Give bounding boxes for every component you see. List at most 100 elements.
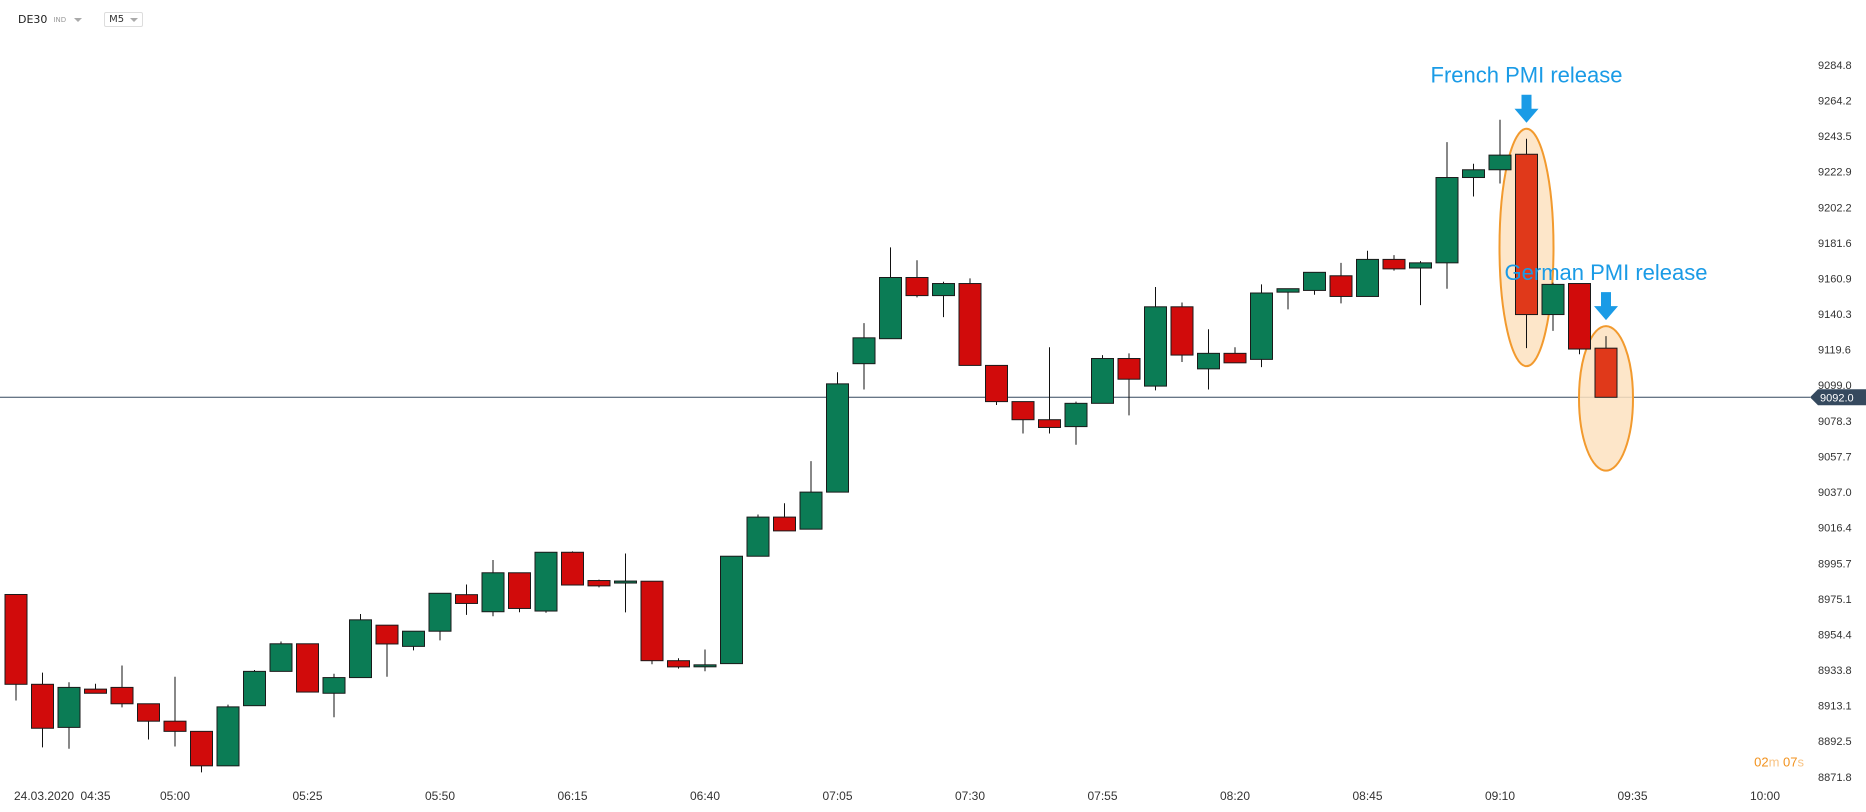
x-tick-label: 06:40: [690, 789, 720, 803]
symbol-selector[interactable]: DE30 IND: [18, 13, 83, 26]
y-tick-label: 8933.8: [1818, 665, 1852, 677]
y-tick-label: 9160.9: [1818, 274, 1852, 286]
y-tick-label: 9243.5: [1818, 131, 1852, 143]
x-tick-label: 07:05: [822, 789, 852, 803]
bearish-candle: [1170, 306, 1194, 356]
x-tick-label: 06:15: [557, 789, 587, 803]
bullish-candle: [1144, 306, 1167, 387]
y-tick-label: 9264.2: [1818, 95, 1852, 107]
bullish-candle: [1064, 402, 1088, 428]
bearish-candle: [1223, 352, 1247, 364]
bullish-candle: [1541, 283, 1565, 316]
bullish-candle: [879, 276, 902, 340]
bearish-candle: [110, 686, 134, 705]
bullish-candle: [1276, 288, 1300, 293]
symbol-type: IND: [53, 15, 67, 24]
x-tick-label: 10:00: [1750, 789, 1780, 803]
chart-toolbar: DE30 IND M5: [18, 12, 144, 27]
bearish-candle: [375, 624, 399, 645]
x-tick-label: 09:10: [1485, 789, 1515, 803]
x-tick-label: 05:25: [292, 789, 322, 803]
chevron-down-icon: [74, 17, 83, 22]
x-tick-label: 07:30: [955, 789, 985, 803]
bullish-candle: [216, 706, 240, 767]
x-tick-label: 04:35: [80, 789, 110, 803]
y-tick-label: 8892.5: [1818, 736, 1852, 748]
bullish-candle: [57, 686, 81, 728]
x-tick-label: 08:20: [1220, 789, 1250, 803]
current-price-value: 9092.0: [1820, 392, 1854, 404]
bearish-candle: [905, 276, 929, 297]
bearish-candle: [587, 580, 611, 587]
bullish-candle: [402, 630, 425, 647]
bullish-candle: [1435, 177, 1459, 264]
bearish-candle: [455, 594, 478, 604]
symbol-name: DE30: [18, 13, 48, 26]
bearish-candle: [296, 643, 319, 693]
bullish-candle: [799, 491, 823, 530]
bearish-candle: [1329, 275, 1353, 297]
y-tick-label: 9057.7: [1818, 451, 1852, 463]
bearish-candle: [1117, 358, 1141, 380]
timeframe-selector[interactable]: M5: [104, 12, 144, 27]
bearish-candle: [508, 572, 531, 609]
bearish-candle: [640, 580, 664, 662]
bearish-candle: [137, 703, 160, 722]
bullish-candle: [322, 677, 346, 694]
y-tick-label: 8954.4: [1818, 629, 1852, 641]
y-tick-label: 8975.1: [1818, 594, 1852, 606]
bearish-candle: [1011, 401, 1035, 421]
x-tick-label: 05:50: [425, 789, 455, 803]
bullish-candle: [1250, 292, 1273, 360]
arrow-down-icon: [1594, 292, 1618, 321]
bullish-candle: [243, 670, 266, 707]
bearish-candle: [84, 688, 107, 694]
bullish-candle: [481, 572, 505, 613]
bearish-candle: [1382, 258, 1406, 270]
y-tick-label: 9119.6: [1818, 345, 1851, 357]
x-tick-label: 05:00: [160, 789, 190, 803]
y-tick-label: 9222.9: [1818, 167, 1852, 179]
y-tick-label: 9284.8: [1818, 60, 1852, 72]
bullish-candle: [1197, 352, 1220, 370]
y-tick-label: 9140.3: [1818, 309, 1852, 321]
annotation-label: German PMI release: [1505, 260, 1708, 285]
y-tick-label: 9202.2: [1818, 202, 1852, 214]
y-tick-label: 9016.4: [1818, 523, 1852, 535]
bearish-candle: [163, 720, 187, 732]
bullish-candle: [1091, 358, 1114, 404]
bearish-candle: [4, 593, 28, 685]
x-tick-label: 08:45: [1352, 789, 1382, 803]
arrow-down-icon: [1514, 94, 1539, 123]
timeframe-label: M5: [109, 14, 125, 25]
x-tick-label: 24.03.2020: [14, 789, 74, 803]
candle-countdown: 02m 07s: [1754, 755, 1804, 770]
bearish-candle: [773, 516, 796, 532]
y-tick-label: 8913.1: [1818, 701, 1852, 713]
x-tick-label: 07:55: [1087, 789, 1117, 803]
bullish-candle: [932, 283, 955, 297]
current-price-badge: [1810, 389, 1866, 406]
y-tick-label: 9181.6: [1818, 238, 1852, 250]
y-tick-label: 8871.8: [1818, 772, 1852, 784]
bearish-candle: [1594, 347, 1618, 398]
bullish-candle: [349, 619, 372, 679]
bearish-candle: [561, 551, 584, 586]
bearish-candle: [1568, 283, 1591, 350]
bullish-candle: [720, 555, 743, 665]
y-tick-label: 9078.3: [1818, 416, 1852, 428]
annotation-label: French PMI release: [1431, 63, 1623, 88]
y-tick-label: 9099.0: [1818, 380, 1852, 392]
bullish-candle: [1488, 154, 1512, 171]
bearish-candle: [31, 683, 54, 729]
bearish-candle: [1038, 419, 1061, 428]
bearish-candle: [190, 730, 213, 767]
bullish-candle: [269, 643, 293, 672]
bullish-candle: [693, 664, 717, 668]
bullish-candle: [614, 580, 637, 584]
bullish-candle: [1409, 262, 1432, 269]
bearish-candle: [667, 660, 690, 668]
highlight-ellipse: [1578, 325, 1634, 472]
bullish-candle: [826, 383, 849, 493]
